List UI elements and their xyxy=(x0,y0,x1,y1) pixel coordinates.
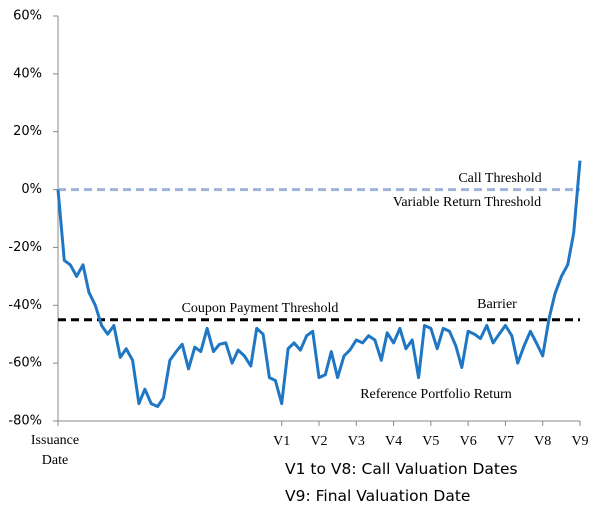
reference-label: Variable Return Threshold xyxy=(393,195,541,210)
x-tick-label: V6 xyxy=(459,434,477,449)
y-tick-label: -40% xyxy=(8,298,42,313)
series-label: Reference Portfolio Return xyxy=(360,387,512,402)
note: V9: Final Valuation Date xyxy=(285,487,471,505)
x-tick-label: V2 xyxy=(310,434,328,449)
y-tick-label: 20% xyxy=(13,124,42,139)
x-tick-label: V1 xyxy=(273,434,291,449)
reference-label: Call Threshold xyxy=(458,171,541,186)
y-tick-label: 60% xyxy=(13,9,42,24)
x-tick-label: V8 xyxy=(534,434,552,449)
series-line xyxy=(56,160,582,408)
y-tick-label: -60% xyxy=(8,356,42,371)
y-tick-label: -20% xyxy=(8,240,42,255)
y-tick-label: 0% xyxy=(21,182,42,197)
y-tick-label: 40% xyxy=(13,66,42,81)
x-tick-label: V5 xyxy=(422,434,440,449)
x-tick-label: Issuance Date xyxy=(30,433,80,468)
x-tick-label: V7 xyxy=(496,434,514,449)
reference-label: Barrier xyxy=(477,297,517,312)
reference-label: Coupon Payment Threshold xyxy=(182,301,339,316)
y-tick-label: -80% xyxy=(8,414,42,429)
x-tick-label: V4 xyxy=(385,434,403,449)
x-tick-label: V3 xyxy=(347,434,365,449)
note: V1 to V8: Call Valuation Dates xyxy=(285,460,518,478)
x-tick-label: V9 xyxy=(571,434,589,449)
